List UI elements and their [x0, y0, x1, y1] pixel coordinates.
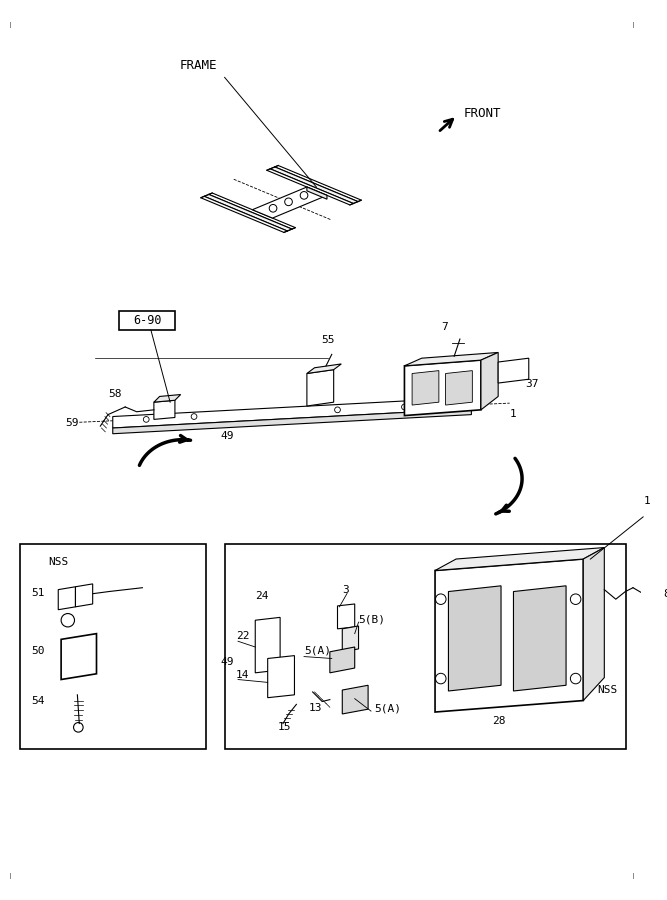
Polygon shape [404, 353, 498, 365]
Text: 49: 49 [221, 657, 234, 667]
Polygon shape [252, 187, 327, 218]
Polygon shape [204, 194, 292, 231]
Polygon shape [338, 604, 355, 629]
Polygon shape [342, 626, 359, 652]
Text: 14: 14 [236, 670, 249, 680]
Text: 15: 15 [277, 722, 291, 733]
Text: 49: 49 [221, 430, 234, 440]
Polygon shape [583, 547, 604, 700]
Text: 50: 50 [31, 645, 45, 656]
Polygon shape [201, 196, 287, 232]
Text: 5(A): 5(A) [374, 703, 401, 713]
Polygon shape [435, 547, 604, 571]
Polygon shape [275, 166, 362, 202]
FancyBboxPatch shape [20, 544, 207, 750]
Polygon shape [255, 617, 280, 673]
Polygon shape [448, 586, 501, 691]
Polygon shape [154, 400, 175, 419]
Text: 1: 1 [644, 496, 650, 506]
Text: 28: 28 [492, 716, 506, 725]
Polygon shape [154, 394, 181, 402]
Text: FRAME: FRAME [179, 59, 217, 72]
Text: NSS: NSS [49, 557, 69, 567]
Polygon shape [61, 634, 97, 680]
Text: 22: 22 [236, 632, 249, 642]
Text: 5(B): 5(B) [359, 614, 386, 624]
Text: 54: 54 [31, 697, 45, 706]
Polygon shape [330, 647, 355, 673]
Text: 3: 3 [342, 586, 349, 596]
Polygon shape [307, 364, 342, 374]
Polygon shape [435, 559, 583, 712]
Text: 6-90: 6-90 [133, 314, 161, 328]
Text: 8: 8 [664, 590, 667, 599]
Text: NSS: NSS [598, 685, 618, 695]
Polygon shape [113, 398, 472, 428]
Text: 13: 13 [309, 703, 322, 713]
Polygon shape [75, 584, 93, 607]
FancyBboxPatch shape [119, 311, 175, 330]
Polygon shape [113, 409, 472, 434]
Text: 51: 51 [31, 589, 45, 598]
Polygon shape [498, 358, 529, 383]
Polygon shape [446, 371, 472, 405]
Polygon shape [412, 371, 439, 405]
Polygon shape [307, 370, 334, 406]
Text: 55: 55 [321, 335, 335, 345]
Text: 37: 37 [525, 379, 538, 389]
Text: 1: 1 [510, 409, 516, 419]
Polygon shape [58, 587, 75, 609]
Text: 7: 7 [441, 321, 448, 331]
Polygon shape [404, 360, 481, 416]
Polygon shape [209, 193, 295, 230]
Text: 24: 24 [255, 591, 269, 601]
Polygon shape [342, 685, 368, 714]
Polygon shape [307, 187, 327, 199]
Polygon shape [267, 655, 294, 698]
Text: 59: 59 [65, 418, 79, 428]
Polygon shape [644, 584, 662, 608]
Text: 58: 58 [108, 390, 121, 400]
FancyBboxPatch shape [225, 544, 626, 750]
Text: FRONT: FRONT [464, 107, 501, 121]
Polygon shape [267, 169, 354, 205]
Polygon shape [481, 353, 498, 410]
Polygon shape [514, 586, 566, 691]
Polygon shape [270, 166, 358, 203]
Text: 5(A): 5(A) [304, 645, 331, 656]
